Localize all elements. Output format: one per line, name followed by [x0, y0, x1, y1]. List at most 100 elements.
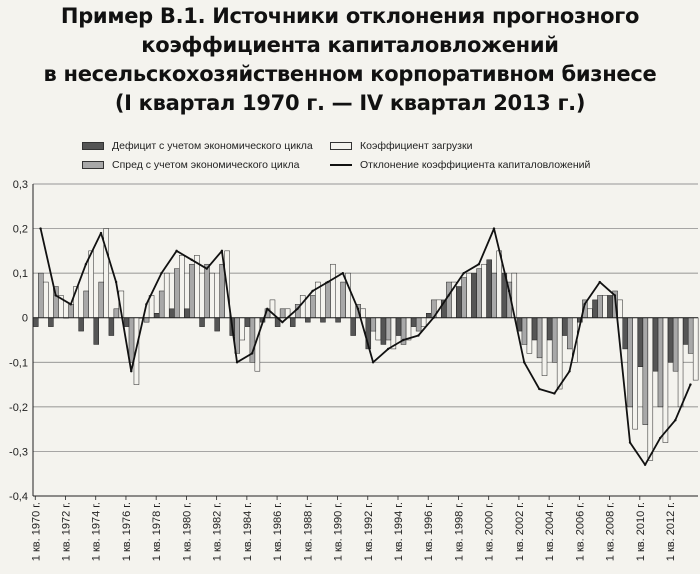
deviation-point	[326, 280, 329, 284]
deficit-bar	[622, 317, 628, 350]
legend-item-spread: Спред с учетом экономического цикла	[82, 159, 299, 171]
spread-bar	[174, 268, 180, 318]
deviation-point	[296, 307, 299, 310]
x-tick-label: 1 кв. 1988 г.	[302, 502, 314, 561]
deficit-bar	[48, 317, 54, 327]
capacity-bar	[602, 295, 608, 318]
deviation-point	[356, 307, 360, 310]
legend-label-deficit: Дефицит с учетом экономического цикла	[112, 140, 313, 152]
x-axis-ticks: 1 кв. 1970 г. 1 кв. 1972 г. 1 кв. 1974 г. 1…	[30, 496, 677, 561]
deficit-bar	[199, 317, 205, 327]
y-tick-label: 0,2	[13, 224, 28, 236]
deficit-bar	[546, 317, 553, 341]
spread-bar	[415, 317, 422, 332]
x-tick-label: 1 кв. 1976 г.	[121, 502, 133, 561]
capacity-bar	[632, 317, 638, 430]
x-tick-label: 1 кв. 1996 г.	[423, 502, 435, 561]
x-tick-label: 1 кв. 1980 г.	[181, 502, 193, 561]
deviation-point	[235, 361, 239, 364]
deviation-point	[145, 303, 148, 306]
deviation-point	[462, 271, 465, 275]
deficit-bar	[410, 317, 417, 327]
deviation-point	[190, 258, 193, 261]
capacity-bar	[209, 272, 215, 318]
deviation-point	[643, 463, 647, 466]
capacity-bar	[556, 317, 563, 390]
x-tick-label: 1 кв. 2008 г.	[605, 502, 617, 561]
x-tick-label: 1 кв. 1998 г.	[453, 502, 465, 561]
capacity-bar	[541, 317, 548, 376]
x-tick-label: 1 кв. 2000 г.	[484, 502, 496, 561]
deficit-bar	[607, 295, 613, 318]
x-tick-label: 1 кв. 1984 г.	[242, 502, 254, 561]
deficit-bar	[33, 317, 39, 327]
spread-bar	[536, 317, 543, 359]
spread-bar	[370, 317, 377, 332]
capacity-bar	[299, 295, 306, 318]
title-line-4: (I квартал 1970 г. — IV квартал 2013 г.)	[114, 91, 586, 115]
deficit-bar	[78, 317, 84, 332]
spread-bar	[279, 308, 286, 318]
y-tick-label: -0,2	[9, 402, 28, 414]
spread-bar	[83, 290, 89, 318]
deficit-bar	[320, 317, 326, 323]
deviation-point	[386, 347, 390, 351]
title-line-2: коэффициента капиталовложений	[141, 33, 559, 57]
y-tick-label: 0,1	[13, 268, 28, 280]
capacity-bar	[692, 317, 699, 381]
deviation-point	[160, 271, 163, 275]
legend-swatch-capacity	[330, 142, 352, 150]
capacity-bar	[179, 255, 185, 318]
title-line-1: Пример В.1. Источники отклонения прогноз…	[60, 4, 640, 28]
x-tick-label: 1 кв. 1982 г.	[212, 502, 224, 561]
capacity-bar	[330, 263, 336, 318]
deviation-point	[69, 303, 72, 306]
deviation-point	[568, 370, 571, 373]
deviation-point	[583, 303, 586, 306]
deviation-line	[39, 227, 692, 466]
x-tick-label: 1 кв. 1974 г.	[91, 502, 103, 561]
spread-bar	[204, 263, 210, 318]
x-tick-label: 1 кв. 1986 г.	[272, 502, 284, 561]
x-tick-label: 1 кв. 1970 г.	[30, 502, 42, 561]
deviation-point	[538, 387, 541, 391]
capacity-bar	[617, 299, 623, 318]
deviation-point	[447, 294, 450, 297]
deviation-point	[281, 320, 284, 324]
x-tick-label: 1 кв. 2004 г.	[544, 502, 556, 561]
deviation-point	[205, 267, 209, 270]
capacity-bar	[88, 250, 94, 318]
x-tick-label: 1 кв. 1978 г.	[151, 502, 163, 561]
legend-label-deviation: Отклонение коэффициента капиталовложений	[360, 159, 591, 171]
deviation-point	[371, 361, 375, 364]
title-line-3: в несельскохозяйственном корпоративном б…	[43, 62, 657, 86]
deviation-point	[613, 294, 617, 297]
spread-bar	[642, 317, 649, 425]
deviation-point	[492, 227, 496, 230]
x-tick-label: 1 кв. 2002 г.	[514, 502, 526, 561]
deviation-point	[522, 361, 526, 364]
y-tick-label: 0	[22, 313, 28, 325]
spread-bar	[446, 281, 452, 318]
x-tick-label: 1 кв. 2012 г.	[665, 502, 677, 561]
gridlines	[33, 183, 698, 497]
spread-bar	[38, 272, 44, 318]
x-tick-label: 1 кв. 1992 г.	[363, 502, 375, 561]
deviation-point	[99, 231, 103, 235]
deficit-bar	[108, 317, 115, 336]
legend-item-deficit: Дефицит с учетом экономического цикла	[82, 140, 313, 152]
spread-bar	[461, 277, 467, 318]
spread-bar	[657, 317, 664, 408]
deficit-bar	[592, 299, 598, 318]
deviation-point	[628, 441, 632, 444]
deficit-bar	[562, 317, 568, 336]
spread-bar	[98, 281, 104, 318]
legend-label-capacity: Коэффициент загрузки	[360, 140, 473, 152]
spread-bar	[158, 290, 165, 318]
deviation-point	[266, 307, 269, 310]
capacity-bar	[375, 317, 382, 341]
spread-bar	[143, 317, 150, 323]
deviation-point	[39, 227, 42, 230]
x-tick-label: 1 кв. 1994 г.	[393, 502, 405, 561]
